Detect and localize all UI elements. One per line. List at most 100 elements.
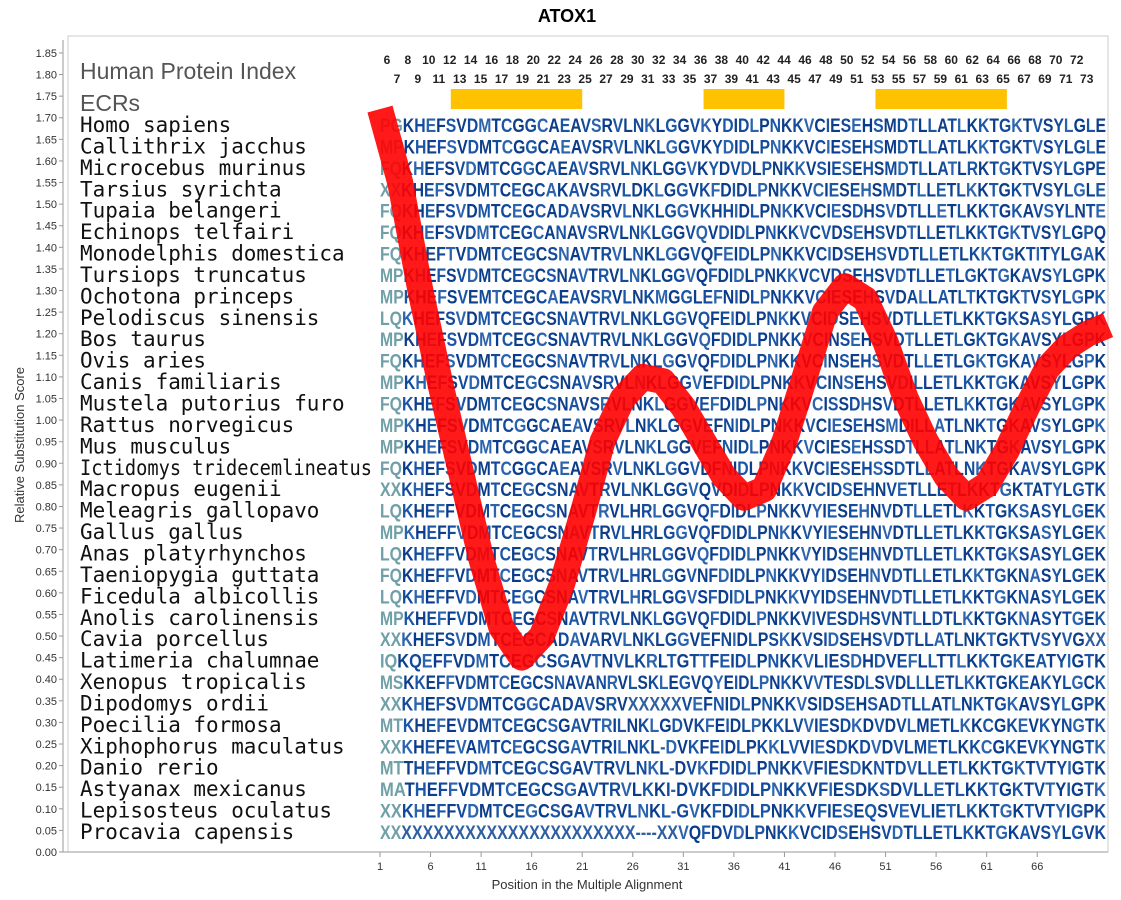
y-tick-label: 1.45 <box>36 221 57 233</box>
index-top-label: 20 <box>527 53 541 67</box>
index-bottom-label: 73 <box>1080 72 1094 86</box>
x-tick-label: 66 <box>1031 861 1043 873</box>
index-bottom-label: 27 <box>599 72 613 86</box>
species-label: Procavia capensis <box>80 820 294 844</box>
index-top-label: 32 <box>652 53 666 67</box>
index-bottom-label: 23 <box>558 72 572 86</box>
y-tick-label: 0.20 <box>36 761 57 773</box>
index-bottom-label: 25 <box>578 72 592 86</box>
species-label: Lepisosteus oculatus <box>80 799 332 823</box>
index-top-label: 58 <box>924 53 938 67</box>
index-bottom-label: 31 <box>641 72 655 86</box>
index-top-label: 14 <box>464 53 478 67</box>
sequence-row: FQKHEFSVDMTCEGCANAVSRVLNKLGGVQVDIDLPNKKV… <box>380 223 1106 244</box>
sequence-row: XXKHEFSVDMTCEGCAKAVSRVLDKLGGVKFDIDLPNKKV… <box>380 180 1106 201</box>
species-label: Macropus eugenii <box>80 477 282 501</box>
species-label: Tupaia belangeri <box>80 199 282 223</box>
y-tick-label: 1.10 <box>36 372 57 384</box>
x-tick-label: 21 <box>576 861 588 873</box>
y-tick-label: 1.30 <box>36 286 57 298</box>
x-tick-label: 41 <box>778 861 790 873</box>
x-tick-label: 46 <box>829 861 841 873</box>
sequence-row: MPKHEFSVDMTCEGCSNAVSRVLNKLGGVEFDIDLPNKKV… <box>380 373 1106 394</box>
index-bottom-label: 47 <box>808 72 822 86</box>
y-tick-label: 0.65 <box>36 566 57 578</box>
x-axis-ticks: 1 6 11 16 21 26 31 36 41 46 51 56 61 66 <box>377 852 1043 873</box>
index-bottom-label: 61 <box>955 72 969 86</box>
sequence-row: XXXXXXXXXXXXXXXXXXXXXXXX----XXVQFDVDLPNK… <box>380 823 1106 844</box>
index-top-label: 12 <box>443 53 457 67</box>
index-bottom-label: 63 <box>976 72 990 86</box>
species-label: Canis familiaris <box>80 370 282 394</box>
species-label: Echinops telfairi <box>80 220 294 244</box>
y-tick-label: 1.40 <box>36 242 57 254</box>
sequence-row: MSKKEFFVDMTCEGCSNAVANRVLSKLEGVQYEIDLPNKK… <box>380 673 1106 694</box>
sequence-row: FQKHEFSVDMTCEGCADAVSRVLNKLGGVKHHIDLPNKKV… <box>380 202 1106 223</box>
index-top-label: 70 <box>1049 53 1063 67</box>
species-label: Anas platyrhynchos <box>80 541 307 565</box>
index-bottom-label: 19 <box>516 72 530 86</box>
sequence-row: MPKHEFSVDMTCEGCSNAVTRVLNKLGGVQFDIDLPNKKV… <box>380 330 1106 351</box>
species-label: Monodelphis domestica <box>80 242 345 266</box>
y-tick-label: 0.40 <box>36 674 57 686</box>
index-top-label: 48 <box>819 53 833 67</box>
sequence-row: FQKHEFSVDMTCGGCAEAVSRVLNKLGGVKYDVDLPNKKV… <box>380 159 1106 180</box>
y-tick-label: 0.35 <box>36 696 57 708</box>
sequence-row: MPKHEFSVDMTCGGCAEAVSRVLNKLGGVEFNIDLPNKKV… <box>380 416 1106 437</box>
index-top-label: 10 <box>422 53 436 67</box>
index-top-label: 36 <box>694 53 708 67</box>
index-top-label: 30 <box>631 53 645 67</box>
index-bottom-label: 45 <box>787 72 801 86</box>
index-bottom-label: 33 <box>662 72 676 86</box>
species-label: Ficedula albicollis <box>80 584 319 608</box>
index-top-label: 52 <box>861 53 875 67</box>
y-axis-label: Relative Substitution Score <box>12 367 27 523</box>
sequence-row: XXKHEFSVDMTCEGCADAVARVLNKLGGVEFNIDLPSKKV… <box>380 630 1106 651</box>
species-label: Ictidomys tridecemlineatus <box>80 456 372 480</box>
species-label: Ovis aries <box>80 349 206 373</box>
species-label: Tarsius syrichta <box>80 177 282 201</box>
y-tick-label: 1.50 <box>36 199 57 211</box>
y-tick-label: 0.30 <box>36 717 57 729</box>
sequence-row: MPKHEFSVDMTCEGCSNAVTRVLNKLGGVQFDIDLPNKKV… <box>380 266 1106 287</box>
human-protein-index-label: Human Protein Index <box>80 58 297 84</box>
substitution-score-line <box>367 105 1114 671</box>
index-top-label: 50 <box>840 53 854 67</box>
x-tick-label: 11 <box>475 861 486 873</box>
index-top-label: 60 <box>945 53 959 67</box>
index-bottom-label: 35 <box>683 72 697 86</box>
y-tick-label: 0.25 <box>36 739 57 751</box>
x-axis-label: Position in the Multiple Alignment <box>492 877 683 892</box>
x-tick-label: 1 <box>377 861 383 873</box>
sequence-row: XXKHEFSVDMTCGGCADAVSRVXXXXXVEFNIDLPNKKVS… <box>380 694 1106 715</box>
index-top-label: 22 <box>548 53 562 67</box>
y-tick-label: 1.80 <box>36 70 57 82</box>
y-tick-label: 1.25 <box>36 307 57 319</box>
species-label: Pelodiscus sinensis <box>80 306 319 330</box>
species-label: Astyanax mexicanus <box>80 777 307 801</box>
index-bottom-label: 43 <box>767 72 781 86</box>
index-top-label: 40 <box>736 53 750 67</box>
index-bottom-label: 17 <box>495 72 509 86</box>
sequence-row: MPKHEFSVEMTCEGCAEAVSRVLNKMGGLEFNIDLPNKKV… <box>380 287 1106 308</box>
y-tick-label: 0.75 <box>36 523 57 535</box>
species-label: Danio rerio <box>80 756 219 780</box>
sequence-row: MATHEFFVDMTCEGCSGAVTRVLKKI-DVKFDIDLPNKKV… <box>380 780 1106 801</box>
sequence-row: MTTHEFFVDMTCEGCSGAVTRVLNKL-DVKFDIDLPNKKV… <box>380 759 1106 780</box>
y-tick-label: 1.75 <box>36 91 57 103</box>
index-bottom-label: 55 <box>892 72 906 86</box>
index-bottom-label: 65 <box>996 72 1010 86</box>
species-label: Homo sapiens <box>80 113 231 137</box>
protein-index-bottom-row: 7 9 11 13 15 17 19 21 23 25 27 29 31 33 35 37 39 41 43 45 47… <box>394 72 1094 86</box>
index-top-label: 8 <box>405 53 412 67</box>
y-tick-label: 0.05 <box>36 825 57 837</box>
x-tick-label: 36 <box>728 861 740 873</box>
index-top-label: 54 <box>882 53 896 67</box>
y-tick-label: 1.85 <box>36 48 57 60</box>
species-label: Ochotona princeps <box>80 284 294 308</box>
y-tick-label: 1.70 <box>36 113 57 125</box>
y-tick-label: 1.35 <box>36 264 57 276</box>
x-tick-label: 51 <box>879 861 891 873</box>
species-label: Anolis carolinensis <box>80 606 319 630</box>
species-label: Cavia porcellus <box>80 627 269 651</box>
